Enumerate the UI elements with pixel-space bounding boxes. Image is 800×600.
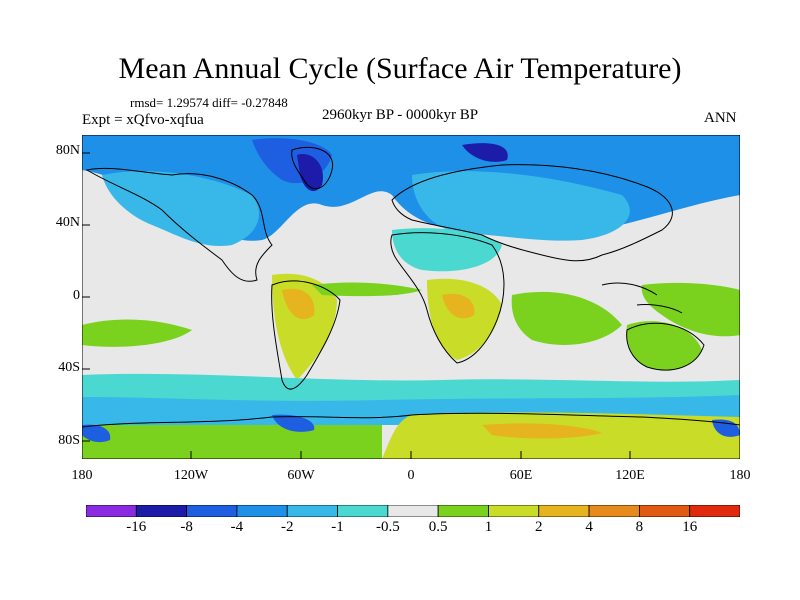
colorbar-level-label: -16 (126, 519, 147, 535)
lon-tick-label: 120W (173, 468, 209, 483)
colorbar-swatch (437, 505, 489, 517)
weddell-cool (272, 414, 315, 432)
colorbar-level-label: -0.5 (375, 519, 400, 535)
amazon-warm (282, 288, 315, 320)
colorbar-level-label: 8 (635, 519, 644, 535)
eurasia-light-cool (412, 171, 630, 241)
north-america-cool (102, 171, 260, 246)
colorbar-level-label: 0.5 (428, 519, 448, 535)
experiment-label: Expt = xQfvo-xqfua (82, 112, 204, 128)
pacific-warm-band (82, 319, 192, 347)
lon-tick-label: 180 (729, 468, 751, 483)
colorbar-level-label: 4 (585, 519, 593, 535)
lon-tick-label: 180 (71, 468, 93, 483)
coast-africa (390, 232, 505, 364)
colorbar-level-label: -1 (331, 519, 344, 535)
indian-ocean-warm (511, 291, 622, 345)
temperature-map (82, 135, 740, 459)
colorbar-swatch (86, 505, 137, 517)
colorbar-swatch (135, 505, 188, 517)
anomaly-fields (82, 135, 740, 459)
coast-north-america (85, 167, 273, 282)
atlantic-warm-band (312, 282, 422, 297)
season-label: ANN (704, 110, 737, 126)
coast-australia (626, 322, 705, 371)
lat-tick-label: 40S (58, 360, 80, 375)
stats-label: rmsd= 1.29574 diff= -0.27848 (130, 95, 288, 110)
australia-warm (626, 321, 702, 370)
colorbar-swatch (689, 505, 740, 517)
colorbar (86, 505, 740, 517)
colorbar-swatch (387, 505, 439, 517)
lat-tick-label: 80N (55, 143, 80, 158)
ross-cool (82, 424, 111, 443)
lon-tick-label: 60W (287, 468, 315, 483)
period-label: 2960kyr BP - 0000kyr BP (322, 107, 479, 123)
colorbar-swatch (538, 505, 590, 517)
colorbar-swatch (186, 505, 238, 517)
lon-tick-label: 0 (407, 468, 415, 483)
colorbar-swatch (588, 505, 640, 517)
plot-title: Mean Annual Cycle (Surface Air Temperatu… (118, 52, 682, 85)
siberia-cool (462, 143, 508, 162)
lat-tick-label: 0 (73, 288, 80, 303)
colorbar-level-label: -2 (280, 519, 294, 535)
coast-se-asia-islands (601, 282, 683, 314)
coastlines (82, 146, 740, 428)
lat-tick-label: 40N (55, 215, 80, 230)
colorbar-swatch (638, 505, 691, 517)
lon-tick-label: 60E (509, 468, 533, 483)
lat-tick-label: 80S (58, 433, 80, 448)
tick-marks (82, 152, 631, 459)
coast-south-america (271, 280, 341, 390)
colorbar-swatch (236, 505, 288, 517)
lon-tick-label: 120E (615, 468, 645, 483)
coast-eurasia (391, 164, 673, 262)
colorbar-level-label: -8 (180, 519, 193, 535)
coast-greenland (291, 146, 334, 190)
west-pacific-warm (641, 282, 740, 337)
antarctica-west (82, 425, 382, 459)
coast-antarctica (82, 412, 740, 428)
colorbar-level-label: 2 (535, 519, 543, 535)
greenland-cool (297, 154, 323, 192)
antarctica-warm-core (482, 423, 602, 439)
colorbar-level-label: 1 (484, 519, 493, 535)
africa-core-warm (442, 293, 475, 319)
colorbar-level-label: -4 (230, 519, 244, 535)
colorbar-swatch (337, 505, 389, 517)
colorbar-swatch (286, 505, 338, 517)
southern-ocean-light (82, 373, 740, 401)
colorbar-level-label: 16 (682, 519, 698, 535)
colorbar-swatch (488, 505, 540, 517)
